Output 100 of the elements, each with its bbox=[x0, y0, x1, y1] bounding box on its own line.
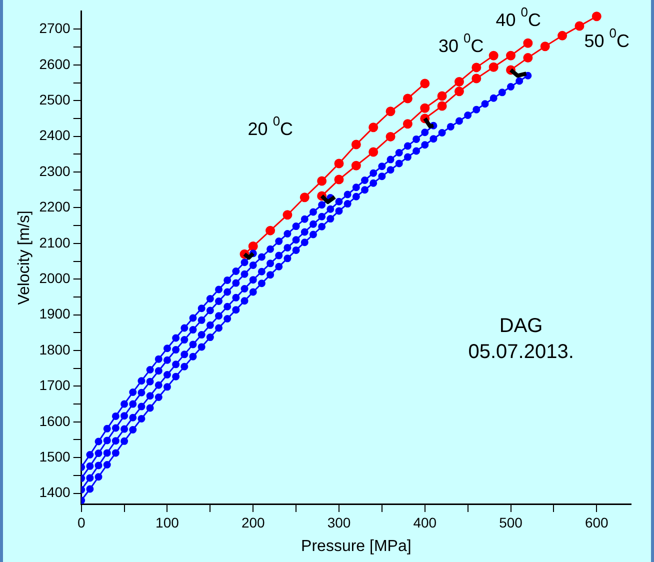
point bbox=[146, 366, 154, 374]
point bbox=[112, 424, 120, 432]
point bbox=[240, 297, 248, 305]
x-tick-label: 300 bbox=[327, 514, 351, 530]
point bbox=[189, 340, 197, 348]
point bbox=[455, 117, 463, 125]
point bbox=[180, 350, 188, 358]
point bbox=[351, 140, 361, 150]
point bbox=[378, 162, 386, 170]
point bbox=[232, 294, 240, 302]
point bbox=[386, 166, 394, 174]
point bbox=[258, 268, 266, 276]
point bbox=[189, 352, 197, 360]
point bbox=[438, 129, 446, 137]
point bbox=[146, 378, 154, 386]
point bbox=[300, 192, 310, 202]
y-tick-label: 2600 bbox=[39, 56, 71, 72]
point bbox=[198, 316, 206, 324]
y-tick-label: 1400 bbox=[39, 484, 71, 500]
point bbox=[344, 190, 352, 198]
point bbox=[318, 212, 326, 220]
point bbox=[378, 172, 386, 180]
point bbox=[481, 100, 489, 108]
point bbox=[523, 38, 533, 48]
point bbox=[309, 220, 317, 228]
y-tick-label: 1800 bbox=[39, 341, 71, 358]
point bbox=[464, 112, 472, 120]
point bbox=[224, 276, 232, 284]
point bbox=[275, 262, 283, 270]
point bbox=[472, 74, 482, 84]
point bbox=[86, 462, 94, 470]
point bbox=[172, 360, 180, 368]
point bbox=[507, 82, 515, 90]
y-tick-label: 2300 bbox=[39, 162, 71, 179]
point bbox=[138, 377, 146, 385]
point bbox=[351, 160, 361, 170]
point bbox=[249, 288, 257, 296]
point bbox=[129, 414, 137, 422]
point bbox=[103, 436, 111, 444]
point bbox=[215, 286, 223, 294]
point bbox=[240, 258, 248, 266]
point bbox=[334, 158, 344, 168]
x-tick-label: 0 bbox=[77, 514, 86, 530]
point bbox=[437, 101, 447, 111]
annotation: 05.07.2013. bbox=[468, 341, 574, 364]
x-tick-label: 400 bbox=[413, 514, 437, 530]
point bbox=[317, 176, 327, 186]
point bbox=[592, 12, 602, 22]
point bbox=[198, 343, 206, 351]
point bbox=[318, 201, 326, 209]
point bbox=[240, 285, 248, 293]
point bbox=[248, 242, 258, 252]
point bbox=[412, 147, 420, 155]
point bbox=[129, 388, 137, 396]
point bbox=[249, 261, 257, 269]
point bbox=[172, 334, 180, 342]
point bbox=[120, 400, 128, 408]
y-tick-label: 1600 bbox=[39, 412, 71, 429]
point bbox=[430, 135, 438, 143]
point bbox=[189, 326, 197, 334]
point bbox=[275, 252, 283, 260]
point bbox=[120, 412, 128, 420]
point bbox=[282, 210, 292, 220]
point bbox=[300, 215, 308, 223]
point bbox=[266, 271, 274, 279]
point bbox=[472, 62, 482, 72]
point bbox=[540, 42, 550, 52]
point bbox=[112, 412, 120, 420]
point bbox=[472, 106, 480, 114]
point bbox=[402, 94, 412, 104]
point bbox=[498, 88, 506, 96]
point bbox=[94, 462, 102, 470]
point bbox=[154, 367, 162, 375]
y-tick-label: 1500 bbox=[39, 448, 71, 464]
y-tick-label: 2200 bbox=[39, 198, 71, 215]
point bbox=[94, 450, 102, 458]
y-axis-title: Velocity [m/s] bbox=[16, 210, 34, 305]
point bbox=[300, 228, 308, 236]
point bbox=[574, 21, 584, 31]
point bbox=[232, 279, 240, 287]
point bbox=[412, 135, 420, 143]
point bbox=[523, 53, 533, 63]
point bbox=[94, 473, 102, 481]
point bbox=[284, 230, 292, 238]
point bbox=[215, 312, 223, 320]
point bbox=[437, 91, 447, 101]
y-tick-label: 1900 bbox=[39, 306, 71, 322]
point bbox=[266, 245, 274, 253]
point bbox=[326, 205, 334, 213]
point bbox=[309, 230, 317, 238]
point bbox=[206, 321, 214, 329]
point bbox=[558, 30, 568, 40]
point bbox=[189, 314, 197, 322]
point bbox=[370, 179, 378, 187]
point bbox=[368, 147, 378, 157]
point bbox=[94, 438, 102, 446]
point bbox=[386, 106, 396, 116]
point bbox=[154, 381, 162, 389]
point bbox=[292, 236, 300, 244]
point bbox=[112, 437, 120, 445]
